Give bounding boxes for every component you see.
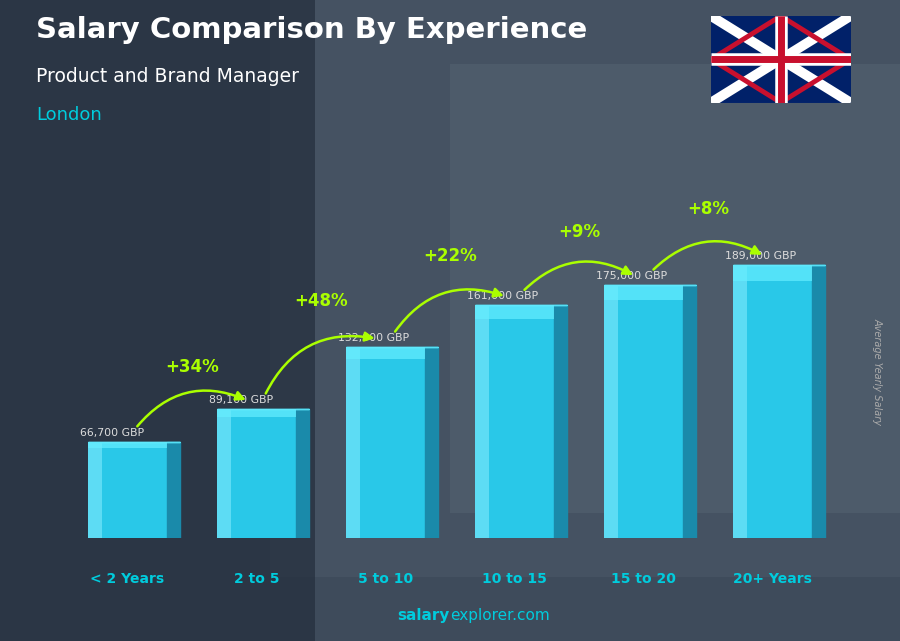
Bar: [346, 347, 360, 538]
Polygon shape: [167, 442, 180, 538]
Polygon shape: [296, 410, 310, 538]
Text: 189,000 GBP: 189,000 GBP: [724, 251, 796, 260]
Text: +48%: +48%: [294, 292, 347, 310]
Bar: [604, 285, 683, 538]
Bar: [474, 305, 554, 538]
Text: 89,100 GBP: 89,100 GBP: [209, 395, 273, 405]
Bar: [733, 265, 813, 538]
Bar: [604, 285, 683, 300]
Polygon shape: [426, 347, 438, 538]
Text: London: London: [36, 106, 102, 124]
Polygon shape: [683, 285, 697, 538]
Text: +22%: +22%: [423, 247, 477, 265]
Polygon shape: [813, 265, 825, 538]
Bar: [270, 0, 900, 577]
Text: 10 to 15: 10 to 15: [482, 572, 547, 586]
Text: 175,000 GBP: 175,000 GBP: [596, 271, 667, 281]
Bar: [474, 305, 554, 319]
Text: 161,000 GBP: 161,000 GBP: [466, 291, 537, 301]
Bar: [346, 347, 426, 538]
Text: +9%: +9%: [558, 224, 600, 242]
Text: Average Yearly Salary: Average Yearly Salary: [872, 319, 883, 425]
Text: 20+ Years: 20+ Years: [734, 572, 812, 586]
Bar: [733, 265, 813, 281]
Bar: [87, 442, 102, 538]
Text: < 2 Years: < 2 Years: [90, 572, 165, 586]
Bar: [474, 305, 489, 538]
Text: +34%: +34%: [165, 358, 219, 376]
Bar: [604, 285, 618, 538]
Text: 132,000 GBP: 132,000 GBP: [338, 333, 409, 343]
Text: +8%: +8%: [687, 200, 729, 218]
Bar: [733, 265, 747, 538]
Bar: [0, 0, 315, 641]
Bar: [217, 410, 296, 417]
Text: Salary Comparison By Experience: Salary Comparison By Experience: [36, 16, 587, 44]
Bar: [346, 347, 426, 358]
Bar: [450, 64, 900, 513]
Text: Product and Brand Manager: Product and Brand Manager: [36, 67, 299, 87]
Bar: [87, 442, 167, 447]
Text: salary: salary: [398, 608, 450, 623]
Text: explorer.com: explorer.com: [450, 608, 550, 623]
Text: 2 to 5: 2 to 5: [234, 572, 279, 586]
Polygon shape: [554, 305, 567, 538]
Text: 66,700 GBP: 66,700 GBP: [79, 428, 144, 438]
Bar: [87, 442, 167, 538]
Bar: [217, 410, 296, 538]
Text: 5 to 10: 5 to 10: [358, 572, 413, 586]
Text: 15 to 20: 15 to 20: [611, 572, 676, 586]
Bar: [217, 410, 231, 538]
